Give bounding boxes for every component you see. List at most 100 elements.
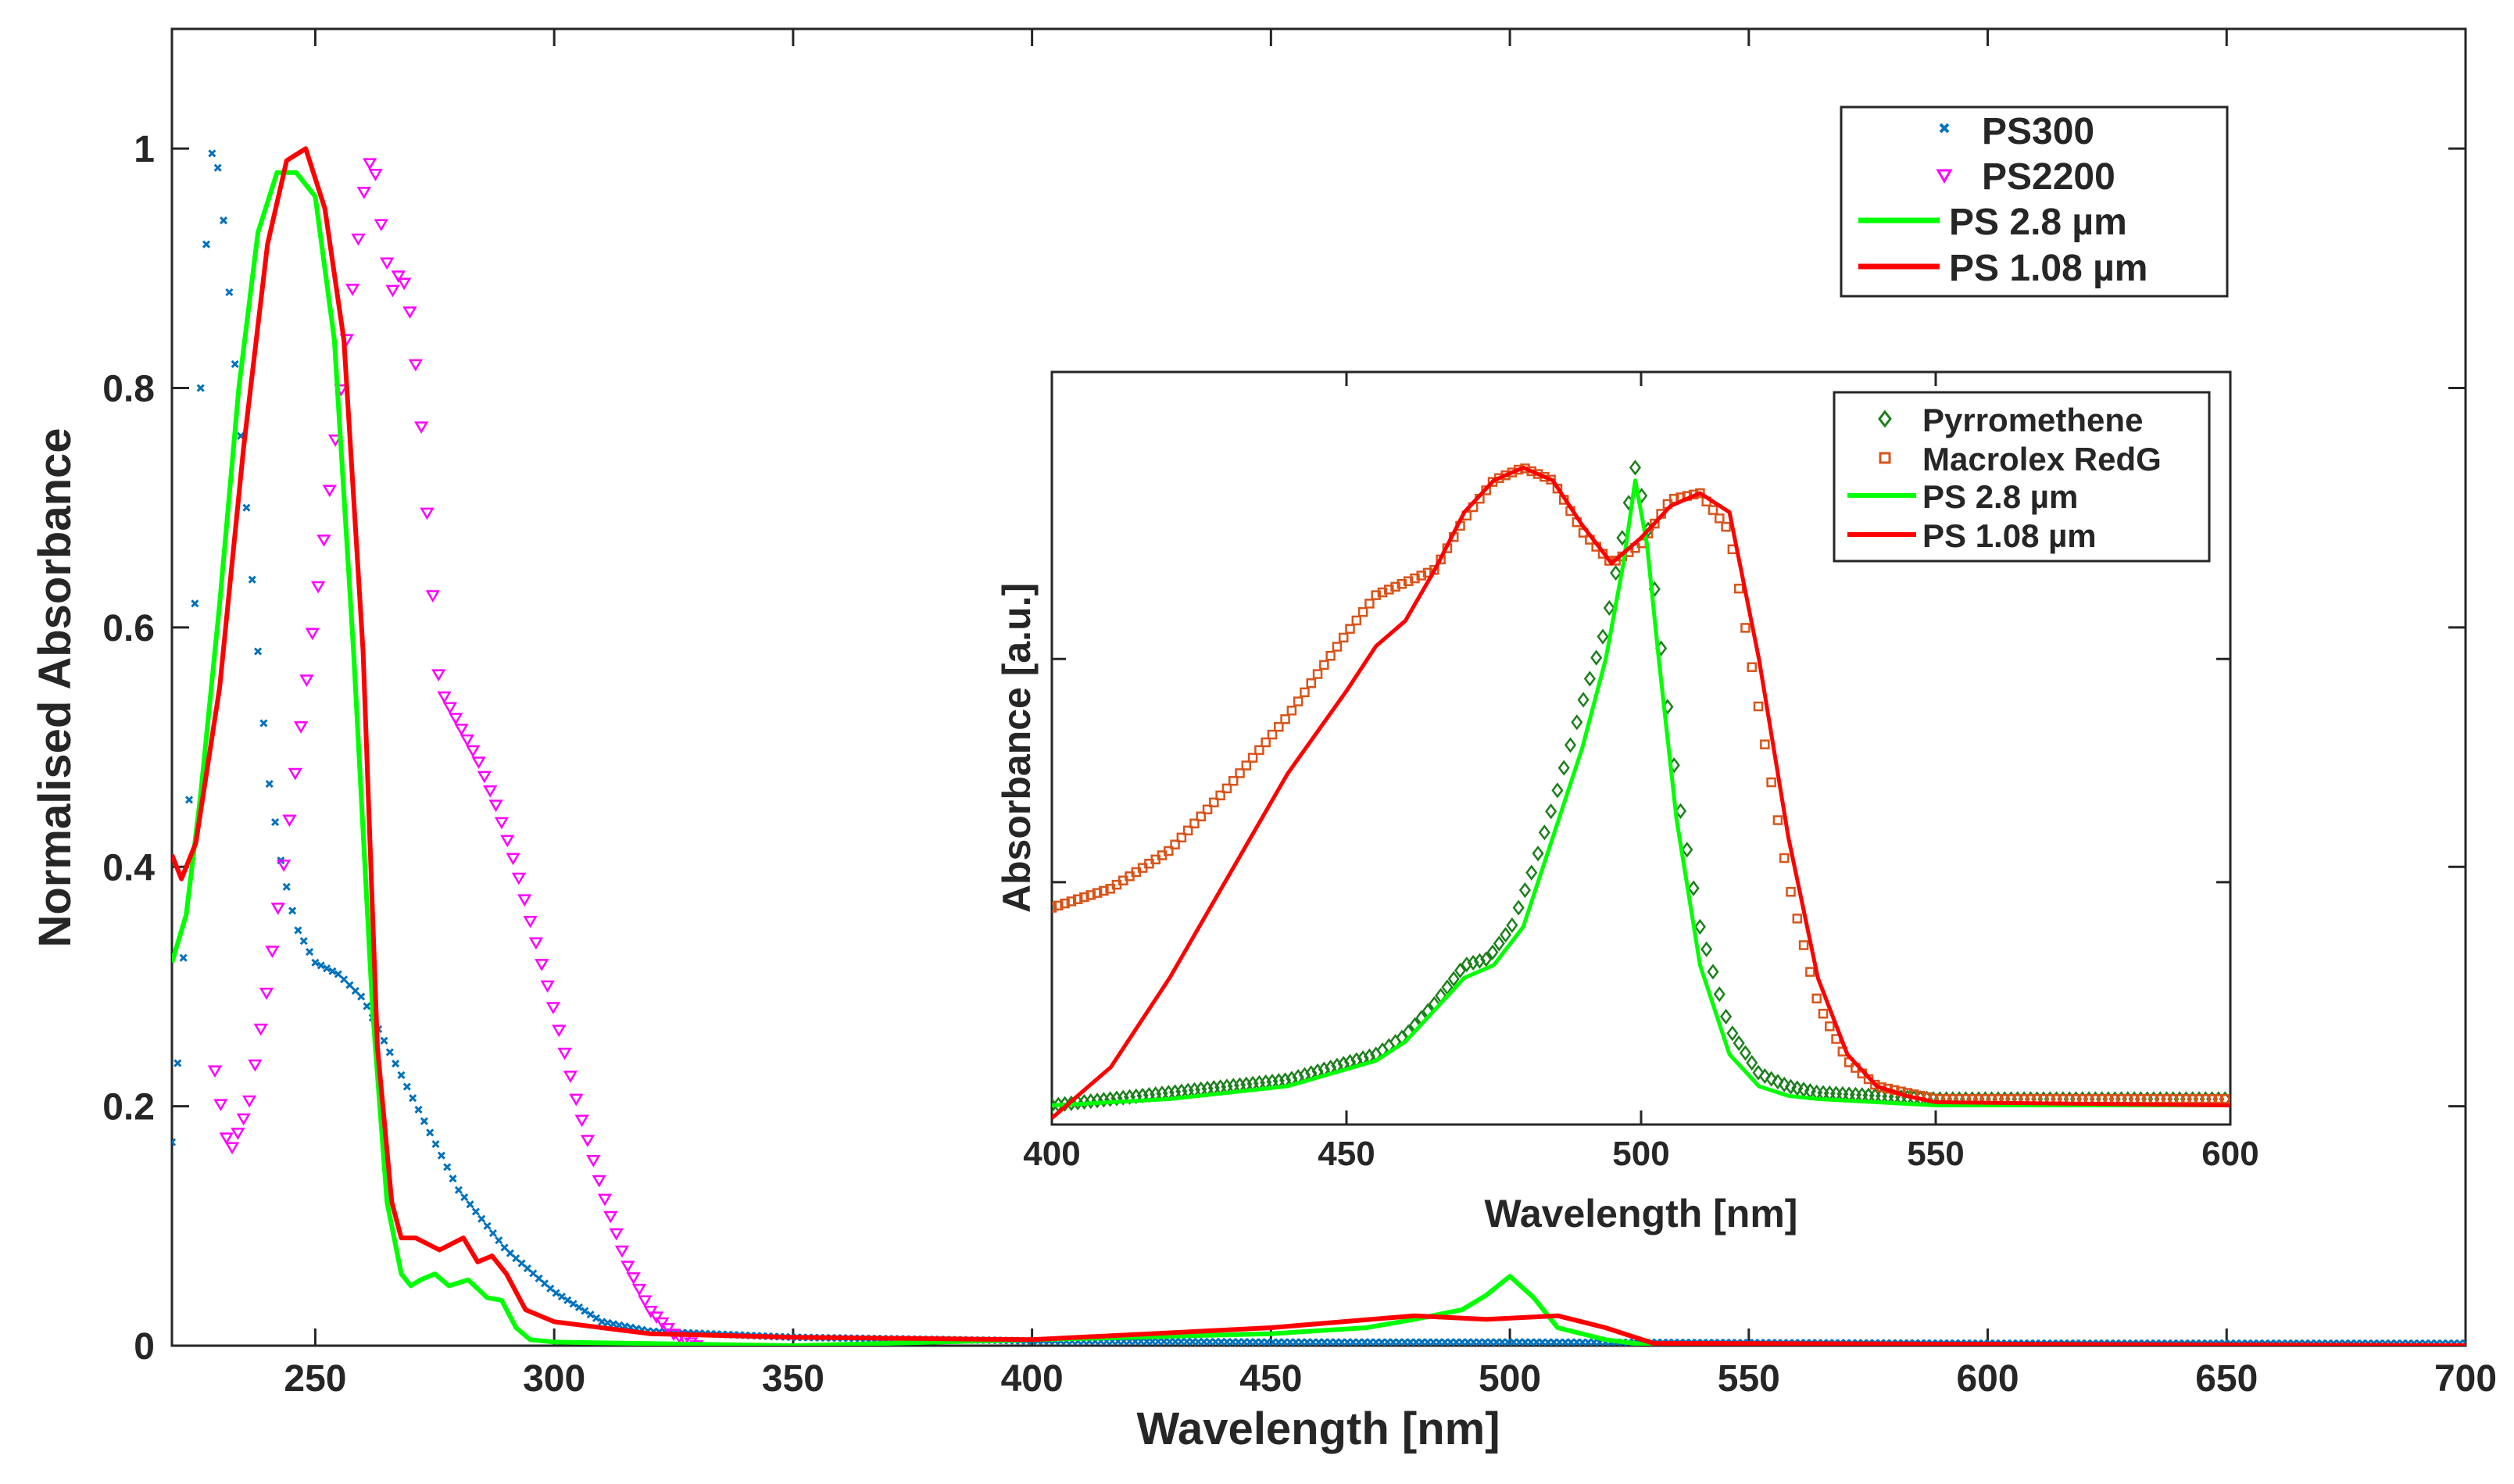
- inset-series-macrolex-redg-point: [1228, 776, 1239, 786]
- main-series-ps2200-point: [569, 1093, 584, 1107]
- inset-series-macrolex-redg-point: [1312, 669, 1323, 679]
- inset-series-layer: [1052, 460, 2230, 1120]
- inset-series-macrolex-redg-point: [1410, 573, 1420, 584]
- inset-series-pyrromethene-point: [1707, 964, 1719, 980]
- inset-series-macrolex-redg-point: [1357, 606, 1368, 617]
- main-series-ps2200-point: [552, 1024, 567, 1038]
- main-legend-label-ps300: PS300: [1982, 111, 2094, 152]
- inset-series-macrolex-redg-point: [1293, 696, 1303, 706]
- main-series-ps2200-point: [414, 421, 429, 434]
- main-series-ps300-point: [563, 1296, 572, 1304]
- main-series-ps2200-point: [631, 1283, 647, 1296]
- inset-series-macrolex-redg-point: [1052, 903, 1057, 913]
- inset-series-pyrromethene-point: [1700, 941, 1713, 957]
- main-series-ps300-point: [500, 1243, 509, 1252]
- main-series-ps300-point: [340, 975, 349, 984]
- inset-series-pyrromethene-point: [1532, 846, 1544, 862]
- inset-series-macrolex-redg-point: [1241, 760, 1252, 771]
- inset-series-macrolex-redg-point: [2187, 1094, 2198, 1104]
- main-series-ps2200-point: [643, 1306, 658, 1318]
- main-series-ps2200-point: [609, 1228, 624, 1241]
- inset-series-macrolex-redg-point: [1182, 825, 1193, 836]
- main-series-ps300-point: [282, 882, 291, 891]
- main-series-ps2200-point: [224, 1142, 240, 1155]
- inset-series-macrolex-redg-point: [1164, 846, 1174, 856]
- inset-series-pyrromethene-point: [1493, 935, 1505, 952]
- main-series-ps300-point: [603, 1318, 612, 1327]
- main-series-ps2200-point: [483, 785, 498, 798]
- main-legend-entry-ps2200: PS2200: [1936, 156, 2115, 198]
- main-y-tick-label-1: 1: [134, 129, 155, 170]
- main-series-ps2200-point: [282, 814, 297, 828]
- inset-x-tick-label-600: 600: [2201, 1135, 2258, 1173]
- inset-series-pyrromethene-point: [1512, 899, 1525, 916]
- main-series-ps2200-point: [649, 1311, 664, 1325]
- inset-series-macrolex-redg-point: [1390, 581, 1400, 592]
- main-series-ps2200-point: [488, 799, 503, 813]
- inset-series-macrolex-redg-point: [2181, 1094, 2191, 1104]
- inset-series-pyrromethene-point: [1720, 1008, 1733, 1025]
- main-series-ps2200-point: [500, 835, 515, 848]
- main-series-ps2200-point: [391, 270, 406, 284]
- main-series-ps300-point: [488, 1228, 497, 1238]
- main-y-tick-label-0.4: 0.4: [102, 847, 155, 889]
- inset-series-macrolex-redg-point: [1066, 896, 1077, 906]
- inset-series-pyrromethene-point: [1545, 803, 1557, 820]
- main-series-ps2200-point: [471, 756, 486, 769]
- main-series-ps300-point: [598, 1318, 606, 1326]
- inset-series-macrolex-redg-point: [1099, 885, 1109, 896]
- inset-series-macrolex-redg-point: [1416, 570, 1427, 581]
- inset-series-macrolex-redg-point: [1818, 1008, 1829, 1019]
- inset-series-macrolex-redg-point: [1060, 898, 1070, 909]
- main-series-ps300-point: [409, 1094, 417, 1103]
- main-series-ps2200-point: [351, 233, 366, 246]
- main-series-ps300-point: [426, 1128, 434, 1137]
- inset-series-macrolex-redg-point: [1721, 521, 1731, 532]
- main-series-ps2200-point: [506, 853, 520, 866]
- main-y-tick-label-0.8: 0.8: [102, 369, 155, 410]
- main-legend-label-ps-2-8: PS 2.8 µm: [1949, 202, 2127, 243]
- inset-series-pyrromethene-point: [1518, 881, 1532, 899]
- inset-legend-label-ps-1-08: PS 1.08 µm: [1922, 517, 2097, 554]
- main-series-ps300-point: [385, 1048, 394, 1057]
- main-series-ps2200-point: [563, 1071, 578, 1083]
- main-series-ps300-point: [294, 926, 302, 935]
- main-series-ps2200-point: [477, 771, 492, 784]
- inset-series-macrolex-redg-point: [2194, 1094, 2205, 1104]
- inset-x-axis-label: Wavelength [nm]: [1485, 1192, 1798, 1235]
- inset-series-ps-2-8-m: [1052, 478, 2230, 1107]
- inset-legend-label-ps-2-8: PS 2.8 µm: [1922, 478, 2078, 515]
- main-series-ps2200-point: [322, 485, 337, 498]
- main-series-ps300-point: [363, 1002, 371, 1010]
- main-series-ps300-point: [517, 1259, 526, 1268]
- inset-series-macrolex-redg-point: [1079, 892, 1089, 903]
- inset-series-macrolex-redg-point: [1325, 650, 1336, 661]
- main-series-ps2200-point: [586, 1155, 601, 1168]
- main-series-ps300-point: [254, 647, 263, 656]
- inset-series-macrolex-redg-point: [2219, 1094, 2230, 1104]
- main-series-ps300-point: [431, 1139, 440, 1149]
- main-series-ps300-point: [172, 1138, 177, 1146]
- inset-legend-marker-macrolex: [1879, 452, 1891, 464]
- inset-series-macrolex-redg-point: [1740, 623, 1751, 633]
- inset-series-pyrromethene-point: [1778, 1076, 1790, 1092]
- main-series-ps2200-point: [316, 535, 331, 547]
- inset-series-ps-2-8-m-line: [1052, 478, 2230, 1107]
- main-x-tick-label-250: 250: [284, 1358, 346, 1400]
- main-series-ps2200-point: [288, 767, 302, 781]
- main-series-ps300-point: [569, 1300, 578, 1308]
- main-x-tick-label-650: 650: [2195, 1358, 2258, 1400]
- main-series-ps300-point: [213, 163, 222, 172]
- main-series-ps300-point: [477, 1214, 486, 1223]
- main-series-ps2200-point: [545, 1002, 561, 1014]
- main-x-tick-label-450: 450: [1239, 1358, 1302, 1400]
- inset-series-macrolex-redg-point: [1176, 832, 1187, 843]
- inset-series-macrolex-redg-point: [1189, 818, 1200, 829]
- main-y-tick-label-0: 0: [134, 1326, 155, 1368]
- inset-series-macrolex-redg-point: [1319, 660, 1329, 670]
- inset-series-macrolex-redg-point: [1760, 739, 1770, 749]
- inset-series-macrolex-redg-point: [1396, 579, 1407, 589]
- inset-series-pyrromethene-point: [1597, 628, 1609, 645]
- main-series-ps300-point: [225, 288, 234, 297]
- main-series-ps300-point: [483, 1221, 492, 1230]
